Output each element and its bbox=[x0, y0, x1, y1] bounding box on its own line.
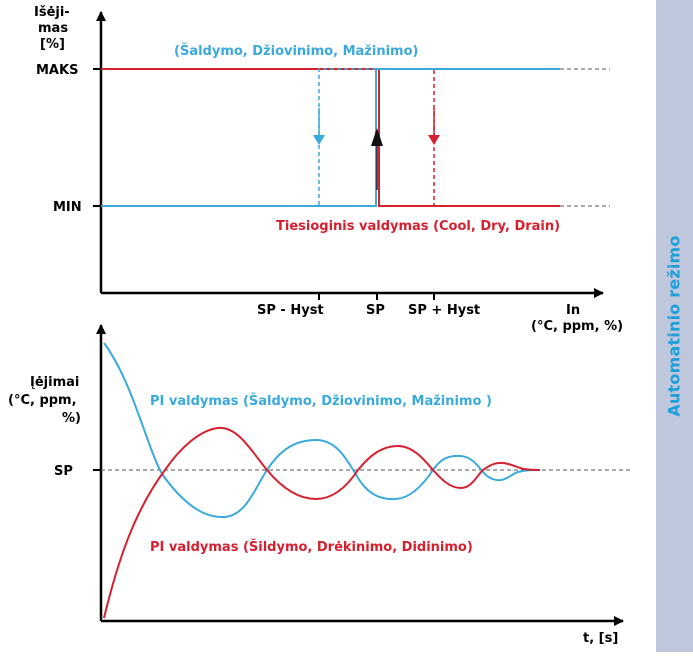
top-y-axis-label-2: mas bbox=[38, 21, 68, 36]
top-x-axis-label-2: (°C, ppm, %) bbox=[531, 319, 623, 334]
bottom-x-axis-label: t, [s] bbox=[583, 631, 618, 646]
bottom-blue-caption: PI valdymas (Šaldymo, Džiovinimo, Mažini… bbox=[150, 393, 492, 409]
top-y-axis-label-1: Išėji- bbox=[34, 5, 70, 20]
tick-label-min: MIN bbox=[53, 200, 82, 215]
bottom-tick-label-sp: SP bbox=[54, 464, 73, 479]
top-hysteresis-diagram: Išėji- mas [%] MAKS MIN (Šaldymo, Džiovi… bbox=[34, 5, 623, 334]
side-tab bbox=[656, 0, 693, 652]
bottom-pi-diagram: Įėjimai (°C, ppm, %) SP PI valdymas (Šal… bbox=[8, 324, 630, 646]
top-x-axis-label-1: In bbox=[566, 303, 580, 318]
tick-label-sp-hyst: SP - Hyst bbox=[257, 303, 324, 318]
bottom-y-axis-label-3: %) bbox=[62, 411, 81, 426]
bottom-y-axis-label-2: (°C, ppm, bbox=[8, 393, 77, 408]
side-tab-label: Automatinio režimo bbox=[664, 235, 684, 417]
tick-label-maks: MAKS bbox=[36, 63, 78, 78]
tick-label-sp-plus-hyst: SP + Hyst bbox=[408, 303, 480, 318]
sp-up-arrow-head bbox=[371, 128, 383, 146]
bottom-red-caption: PI valdymas (Šildymo, Drėkinimo, Didinim… bbox=[150, 539, 473, 555]
bottom-y-axis-label-1: Įėjimai bbox=[30, 375, 79, 390]
blue-hysteresis-dashed bbox=[318, 68, 376, 206]
red-pi-response-curve bbox=[103, 426, 541, 619]
blue-pi-response-curve bbox=[103, 342, 541, 519]
red-direct-line bbox=[101, 68, 560, 207]
blue-control-line bbox=[101, 68, 560, 207]
tick-label-sp: SP bbox=[366, 303, 385, 318]
top-blue-caption: (Šaldymo, Džiovinimo, Mažinimo) bbox=[174, 43, 418, 59]
red-hysteresis-dashed bbox=[379, 68, 435, 206]
top-red-caption: Tiesioginis valdymas (Cool, Dry, Drain) bbox=[276, 219, 560, 234]
top-y-axis-label-3: [%] bbox=[40, 37, 65, 52]
